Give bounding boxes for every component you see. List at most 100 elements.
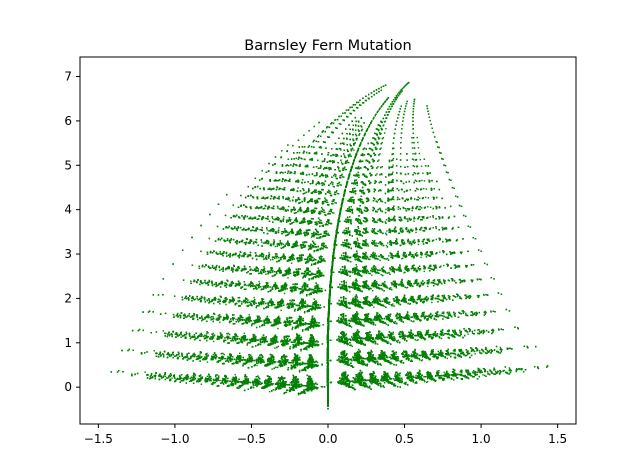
scatter-point [357, 218, 360, 220]
scatter-point [262, 340, 265, 342]
scatter-point [346, 149, 349, 151]
scatter-point [187, 314, 189, 317]
scatter-point [455, 374, 457, 376]
scatter-point [391, 362, 393, 365]
scatter-point [440, 337, 443, 340]
scatter-point [439, 251, 441, 253]
scatter-points [110, 81, 549, 410]
scatter-point [287, 241, 289, 244]
scatter-point [382, 352, 385, 355]
scatter-point [265, 322, 267, 324]
scatter-point [412, 320, 414, 323]
scatter-point [408, 315, 410, 317]
scatter-point [374, 239, 376, 242]
scatter-point [194, 374, 197, 377]
scatter-point [413, 269, 415, 272]
scatter-point [398, 232, 400, 235]
scatter-point [327, 232, 329, 235]
scatter-point [344, 243, 347, 245]
scatter-point [240, 301, 243, 303]
scatter-point [362, 244, 364, 246]
scatter-point [268, 230, 270, 232]
scatter-point [212, 316, 214, 318]
scatter-point [484, 370, 487, 373]
scatter-point [364, 302, 367, 304]
scatter-point [318, 272, 320, 274]
scatter-point [153, 350, 155, 352]
scatter-point [432, 227, 434, 229]
scatter-point [353, 149, 355, 151]
scatter-point [315, 199, 317, 202]
scatter-point [329, 194, 332, 197]
scatter-point [285, 336, 288, 339]
scatter-point [324, 246, 327, 249]
scatter-point [417, 141, 419, 144]
scatter-point [374, 324, 377, 326]
scatter-point [401, 315, 403, 318]
scatter-point [410, 353, 413, 355]
scatter-point [301, 244, 303, 246]
scatter-point [280, 309, 282, 312]
scatter-point [295, 355, 297, 357]
scatter-point [316, 289, 318, 291]
scatter-point [178, 334, 181, 337]
scatter-point [385, 232, 387, 234]
scatter-point [203, 318, 205, 321]
scatter-point [371, 274, 373, 277]
scatter-point [259, 229, 261, 231]
scatter-point [287, 180, 289, 182]
scatter-point [284, 344, 286, 347]
scatter-point [230, 359, 233, 361]
scatter-point [342, 356, 344, 358]
scatter-point [337, 168, 340, 170]
scatter-point [360, 209, 362, 211]
scatter-point [297, 326, 299, 329]
scatter-point [379, 199, 382, 201]
scatter-point [429, 216, 431, 218]
scatter-point [312, 340, 314, 342]
scatter-point [361, 323, 363, 326]
scatter-point [347, 230, 349, 232]
scatter-point [259, 343, 262, 346]
scatter-point [217, 253, 220, 255]
scatter-point [405, 298, 407, 300]
scatter-point [478, 369, 481, 372]
scatter-point [416, 217, 419, 220]
scatter-point [287, 277, 289, 279]
scatter-point [392, 164, 394, 166]
scatter-point [171, 377, 173, 379]
scatter-point [394, 373, 396, 376]
scatter-point [296, 321, 299, 323]
scatter-point [427, 206, 429, 208]
scatter-point [340, 161, 343, 163]
scatter-point [405, 287, 408, 289]
scatter-point [397, 339, 400, 342]
scatter-point [196, 297, 198, 300]
scatter-point [407, 374, 409, 377]
scatter-point [424, 352, 426, 354]
scatter-point [331, 212, 334, 214]
scatter-point [427, 197, 430, 199]
scatter-point [435, 356, 437, 358]
scatter-point [258, 280, 260, 283]
scatter-point [188, 315, 191, 317]
scatter-point [308, 279, 310, 281]
scatter-point [268, 252, 270, 254]
scatter-point [350, 326, 353, 328]
scatter-point [367, 386, 369, 389]
scatter-point [312, 336, 314, 338]
scatter-point [438, 239, 441, 241]
scatter-point [352, 138, 354, 140]
scatter-point [413, 220, 415, 222]
scatter-point [315, 275, 318, 278]
scatter-point [482, 374, 484, 376]
scatter-point [273, 218, 275, 221]
scatter-point [390, 287, 392, 289]
scatter-point [326, 204, 329, 206]
scatter-point [162, 330, 164, 332]
scatter-point [236, 358, 238, 361]
scatter-point [392, 198, 395, 201]
scatter-point [435, 227, 437, 230]
scatter-point [362, 257, 364, 260]
scatter-point [144, 371, 146, 373]
